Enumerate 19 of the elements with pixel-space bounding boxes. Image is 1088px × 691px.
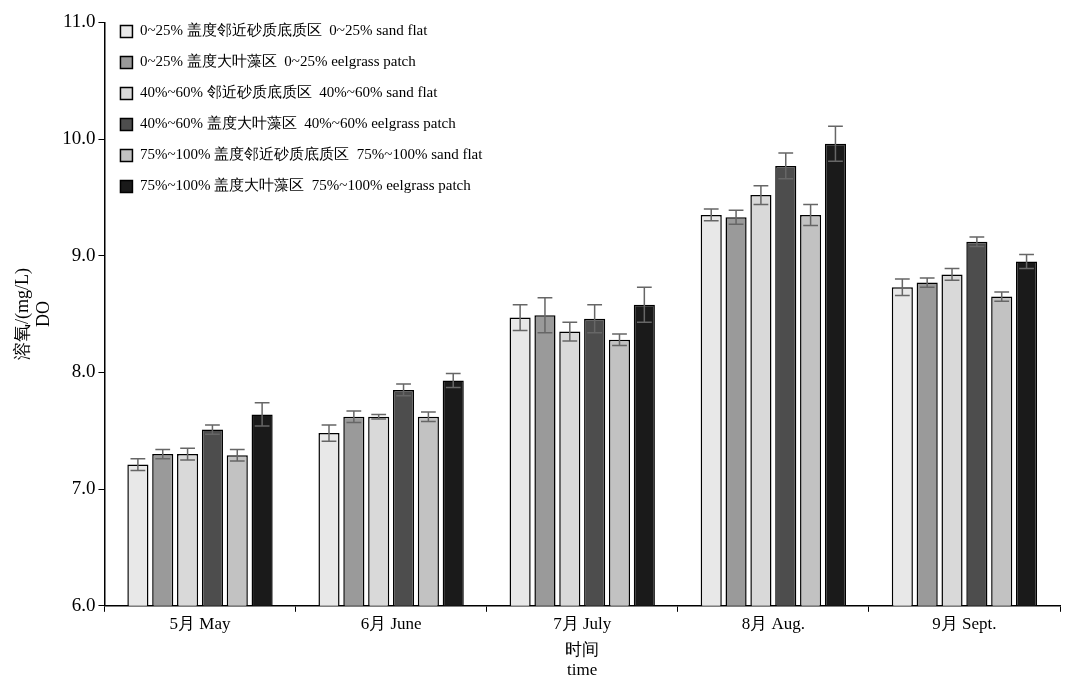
legend-label: 0~25% 盖度大叶藻区 0~25% eelgrass patch [139, 53, 417, 70]
x-tick-label: 8月 Aug. [741, 614, 805, 634]
legend-label: 40%~60% 邻近砂质底质区 40%~60% sand flat [139, 84, 439, 101]
y-tick-label: 9.0 [71, 243, 96, 265]
x-tick-label: 7月 July [553, 614, 612, 634]
y-tick-label: 7.0 [71, 477, 96, 499]
x-tick-label: 6月 June [360, 614, 422, 634]
legend-label: 0~25% 盖度邻近砂质底质区 0~25% sand flat [139, 22, 429, 39]
legend-label: 75%~100% 盖度大叶藻区 75%~100% eelgrass patch [139, 177, 472, 194]
legend-label: 40%~60% 盖度大叶藻区 40%~60% eelgrass patch [139, 115, 457, 132]
legend-label: 75%~100% 盖度邻近砂质底质区 75%~100% sand flat [139, 146, 484, 163]
x-axis-title: 时间 time [565, 639, 600, 680]
y-tick-label: 11.0 [62, 10, 96, 32]
y-tick-label: 6.0 [71, 593, 96, 615]
x-tick-label: 5月 May [169, 614, 231, 634]
y-tick-label: 8.0 [71, 360, 96, 382]
y-tick-label: 10.0 [62, 127, 96, 149]
y-axis-title: 溶氧/(mg/L) DO [11, 268, 54, 361]
x-tick-label: 9月 Sept. [932, 614, 997, 634]
